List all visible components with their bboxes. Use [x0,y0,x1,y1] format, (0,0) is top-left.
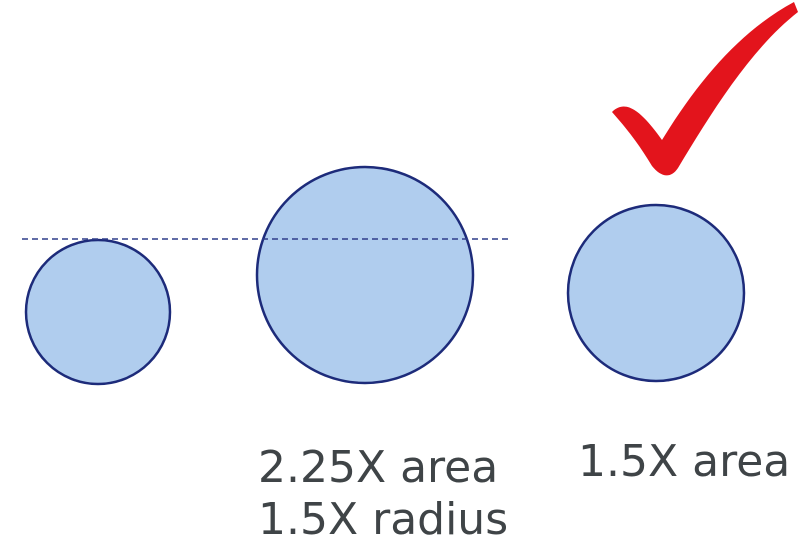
large-circle-radius-label: 1.5X radius [258,494,509,545]
medium-circle [566,203,746,383]
medium-circle-area-label: 1.5X area [578,436,791,487]
small-circle [24,238,172,386]
checkmark-icon [612,2,798,176]
large-circle-area-label: 2.25X area [258,442,499,493]
large-circle [255,165,475,385]
